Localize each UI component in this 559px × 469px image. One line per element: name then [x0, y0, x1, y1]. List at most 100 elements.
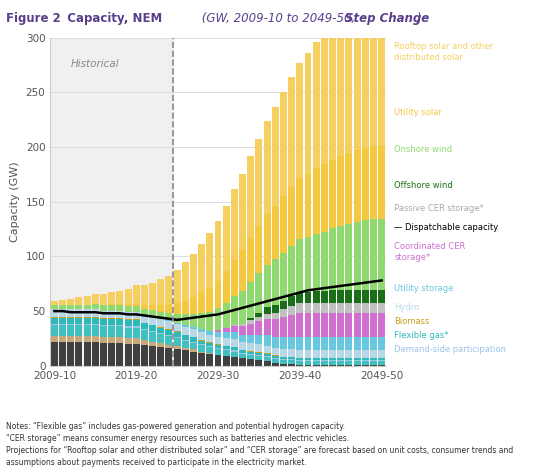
- Bar: [247, 156, 254, 238]
- Bar: [321, 303, 328, 313]
- Bar: [312, 43, 320, 168]
- Bar: [288, 187, 295, 246]
- Bar: [215, 349, 221, 355]
- Bar: [182, 263, 189, 301]
- Bar: [132, 285, 140, 303]
- Bar: [329, 362, 336, 365]
- Bar: [288, 363, 295, 366]
- Bar: [255, 335, 262, 344]
- Bar: [51, 318, 58, 324]
- Bar: [231, 347, 238, 350]
- Bar: [370, 146, 377, 219]
- Bar: [296, 365, 304, 366]
- Text: Rooftop solar and other
distributed solar: Rooftop solar and other distributed sola…: [394, 42, 493, 62]
- Bar: [239, 250, 246, 291]
- Bar: [378, 337, 385, 350]
- Bar: [370, 350, 377, 358]
- Bar: [75, 305, 82, 310]
- Bar: [321, 365, 328, 366]
- Bar: [206, 346, 214, 347]
- Bar: [305, 174, 311, 237]
- Bar: [67, 342, 74, 366]
- Bar: [312, 357, 320, 358]
- Text: (GW, 2009-10 to 2049-50,: (GW, 2009-10 to 2049-50,: [198, 12, 359, 25]
- Bar: [141, 314, 148, 315]
- Bar: [321, 291, 328, 303]
- Bar: [288, 360, 295, 363]
- Bar: [370, 358, 377, 360]
- Bar: [149, 331, 156, 332]
- Bar: [321, 313, 328, 337]
- Bar: [190, 349, 197, 352]
- Bar: [264, 314, 271, 319]
- Bar: [182, 348, 189, 350]
- Bar: [190, 254, 197, 297]
- Bar: [100, 337, 107, 343]
- Bar: [215, 309, 221, 330]
- Bar: [378, 0, 385, 146]
- Bar: [51, 336, 58, 342]
- Bar: [231, 260, 238, 296]
- Bar: [378, 362, 385, 365]
- Bar: [264, 121, 271, 214]
- Bar: [312, 168, 320, 234]
- Bar: [67, 318, 74, 324]
- Bar: [190, 297, 197, 314]
- Bar: [305, 303, 311, 313]
- Bar: [280, 92, 287, 196]
- Bar: [370, 337, 377, 350]
- Bar: [272, 363, 279, 366]
- Bar: [247, 282, 254, 318]
- Bar: [116, 318, 124, 319]
- Bar: [222, 271, 230, 303]
- Bar: [296, 362, 304, 365]
- Bar: [108, 343, 115, 366]
- Bar: [116, 305, 124, 310]
- Bar: [206, 287, 214, 312]
- Bar: [116, 319, 124, 325]
- Bar: [362, 360, 369, 362]
- Bar: [345, 5, 352, 153]
- Bar: [272, 356, 279, 358]
- Bar: [108, 337, 115, 343]
- Bar: [337, 227, 344, 290]
- Bar: [247, 359, 254, 366]
- Bar: [132, 312, 140, 319]
- Bar: [255, 360, 262, 366]
- Bar: [198, 353, 205, 366]
- Bar: [329, 23, 336, 159]
- Bar: [272, 107, 279, 205]
- Bar: [354, 337, 361, 350]
- Bar: [125, 306, 131, 312]
- Bar: [345, 313, 352, 337]
- Bar: [100, 305, 107, 310]
- Bar: [378, 365, 385, 366]
- Bar: [264, 362, 271, 366]
- Bar: [272, 358, 279, 359]
- Bar: [255, 352, 262, 353]
- Bar: [206, 332, 214, 335]
- Bar: [141, 330, 148, 340]
- Bar: [59, 324, 66, 325]
- Bar: [108, 325, 115, 326]
- Bar: [59, 310, 66, 317]
- Bar: [116, 325, 124, 326]
- Bar: [329, 337, 336, 350]
- Bar: [280, 252, 287, 301]
- Bar: [272, 313, 279, 319]
- Text: Onshore wind: Onshore wind: [394, 145, 452, 154]
- Bar: [206, 342, 214, 343]
- Bar: [296, 350, 304, 358]
- Bar: [280, 363, 287, 366]
- Bar: [321, 337, 328, 350]
- Bar: [51, 324, 58, 325]
- Bar: [51, 301, 58, 305]
- Bar: [362, 148, 369, 220]
- Bar: [182, 301, 189, 314]
- Bar: [280, 337, 287, 349]
- Text: Utility solar: Utility solar: [394, 108, 442, 117]
- Bar: [305, 365, 311, 366]
- Bar: [116, 304, 124, 305]
- Bar: [157, 280, 164, 304]
- Bar: [141, 329, 148, 330]
